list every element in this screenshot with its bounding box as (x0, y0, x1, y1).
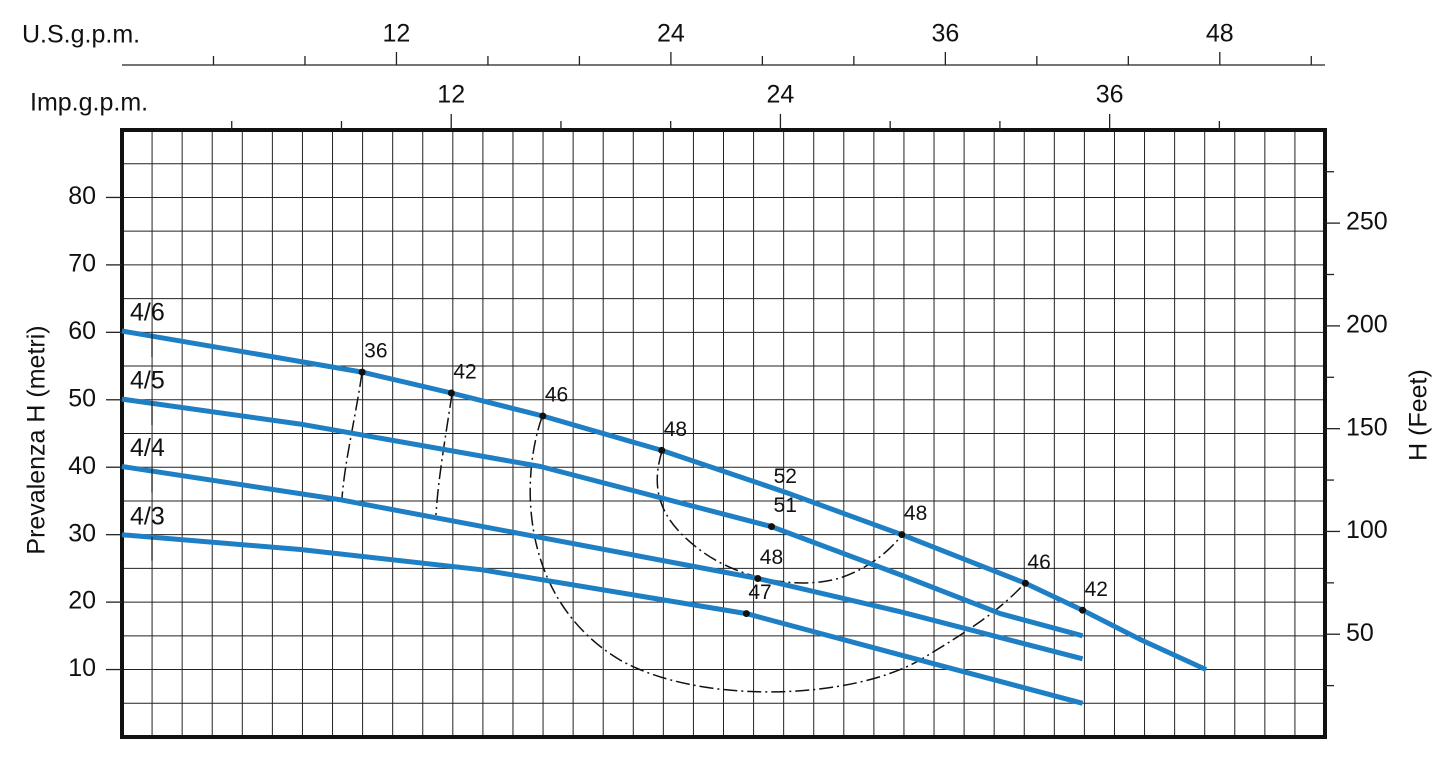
x-tick-label: 12 (383, 20, 411, 48)
efficiency-label: 48 (904, 502, 927, 525)
efficiency-label: 48 (760, 546, 783, 569)
y-tick-label: 60 (68, 317, 96, 345)
y-tick-label: 40 (68, 452, 96, 480)
y-tick-label: 80 (68, 182, 96, 210)
plot-frame (120, 128, 1327, 739)
curve (121, 532, 1084, 706)
efficiency-point (754, 575, 762, 583)
efficiency-label: 46 (1027, 551, 1050, 574)
efficiency-label: 48 (664, 418, 687, 441)
y-tick-label: 70 (68, 249, 96, 277)
efficiency-point (1021, 579, 1029, 587)
iso-curve (435, 393, 453, 516)
iso-curve (529, 416, 1025, 693)
x-tick-label: 36 (931, 20, 959, 48)
efficiency-point (539, 412, 547, 420)
efficiency-point (898, 531, 906, 539)
y-tick-label: 30 (68, 519, 96, 547)
series-label: 4/5 (130, 367, 165, 395)
efficiency-label: 51 (774, 494, 797, 517)
y2-tick-label: 250 (1346, 208, 1388, 236)
curve (121, 464, 1084, 662)
series-label: 4/3 (130, 502, 165, 530)
efficiency-point (742, 610, 750, 618)
efficiency-label: 42 (1085, 578, 1108, 601)
y-tick-label: 50 (68, 384, 96, 412)
x-tick-label: 24 (657, 20, 685, 48)
series-label: 4/6 (130, 299, 165, 327)
x-tick-label: 48 (1206, 20, 1234, 48)
curve (121, 328, 1208, 672)
annotation: 52 (774, 465, 797, 488)
x2-axis-title: Imp.g.p.m. (30, 89, 148, 117)
efficiency-point (1079, 606, 1087, 614)
efficiency-point (768, 523, 776, 531)
y2-axis-title: H (Feet) (1405, 369, 1433, 461)
y2-tick-label: 50 (1346, 619, 1374, 647)
efficiency-label: 46 (545, 384, 568, 407)
y2-tick-label: 200 (1346, 311, 1388, 339)
x2-tick-label: 36 (1096, 81, 1124, 109)
x2-tick-label: 12 (437, 81, 465, 109)
x2-tick-label: 24 (767, 81, 795, 109)
y2-tick-label: 150 (1346, 413, 1388, 441)
y2-tick-label: 100 (1346, 516, 1388, 544)
x-axis-title: U.S.g.p.m. (22, 21, 140, 49)
series-label: 4/4 (130, 434, 165, 462)
efficiency-point (447, 389, 455, 397)
efficiency-label: 47 (748, 581, 771, 604)
y-axis-title: Prevalenza H (metri) (23, 325, 51, 554)
grid (120, 128, 1327, 739)
y-tick-label: 20 (68, 587, 96, 615)
efficiency-label: 42 (453, 361, 476, 384)
iso-curve (341, 372, 363, 499)
efficiency-label: 36 (364, 340, 387, 363)
efficiency-point (658, 446, 666, 454)
efficiency-point (358, 368, 366, 376)
y-tick-label: 10 (68, 654, 96, 682)
